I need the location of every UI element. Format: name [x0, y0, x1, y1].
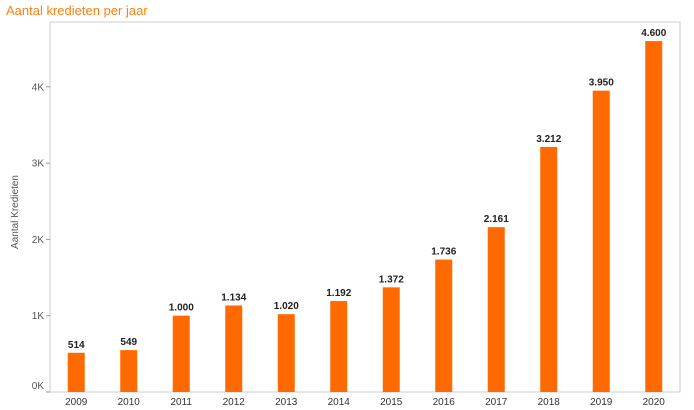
bars: [67, 41, 663, 392]
x-tick-label-2020: 2020: [643, 397, 666, 408]
x-tick-label-2010: 2010: [118, 397, 141, 408]
data-labels: 514 549 1.000 1.134 1.020 1.192 1.372 1.736 2.16…: [68, 28, 667, 351]
data-label-2020: 4.600: [641, 28, 666, 39]
x-tick-label-2015: 2015: [380, 397, 403, 408]
y-tick-label: 2K: [32, 235, 45, 246]
bar-2015: [382, 287, 400, 392]
data-label-2014: 1.192: [326, 288, 351, 299]
bar-2010: [120, 350, 138, 392]
x-tick-label-2011: 2011: [170, 397, 192, 408]
x-axis: 2009 2010 2011 2012 2013 2014 2015 2016 2017 2018…: [65, 397, 665, 408]
data-label-2010: 549: [120, 337, 137, 348]
bar-2020: [645, 41, 663, 392]
bar-2019: [592, 90, 610, 392]
bar-2016: [435, 259, 453, 392]
data-label-2019: 3.950: [589, 78, 614, 89]
bar-2014: [330, 301, 348, 392]
chart-title: Aantal kredieten per jaar: [6, 3, 148, 18]
x-tick-label-2018: 2018: [538, 397, 561, 408]
data-label-2016: 1.736: [431, 247, 456, 258]
y-tick-label: 1K: [32, 311, 45, 322]
data-label-2012: 1.134: [221, 292, 246, 303]
bar-2012: [225, 305, 243, 392]
x-tick-label-2009: 2009: [65, 397, 88, 408]
x-tick-label-2016: 2016: [433, 397, 456, 408]
plot-frame: [49, 21, 681, 393]
data-label-2018: 3.212: [536, 134, 561, 145]
data-label-2017: 2.161: [484, 214, 509, 225]
y-tick-label: 0K: [32, 381, 45, 392]
data-label-2009: 514: [68, 340, 85, 351]
y-axis: 0K 1K 2K 3K 4K: [32, 21, 681, 393]
bar-2009: [67, 352, 85, 392]
y-tick-label: 4K: [32, 82, 45, 93]
x-tick-label-2017: 2017: [485, 397, 508, 408]
data-label-2013: 1.020: [274, 301, 299, 312]
bar-2013: [277, 314, 295, 392]
x-tick-label-2013: 2013: [275, 397, 298, 408]
y-axis-title: Aantal Kredieten: [10, 175, 21, 249]
bar-2018: [540, 146, 558, 392]
x-tick-label-2014: 2014: [328, 397, 351, 408]
data-label-2011: 1.000: [169, 303, 194, 314]
y-tick-label: 3K: [32, 159, 45, 170]
bar-2017: [487, 227, 505, 392]
x-tick-label-2019: 2019: [590, 397, 613, 408]
bar-2011: [172, 315, 190, 392]
x-tick-label-2012: 2012: [223, 397, 246, 408]
data-label-2015: 1.372: [379, 274, 404, 285]
